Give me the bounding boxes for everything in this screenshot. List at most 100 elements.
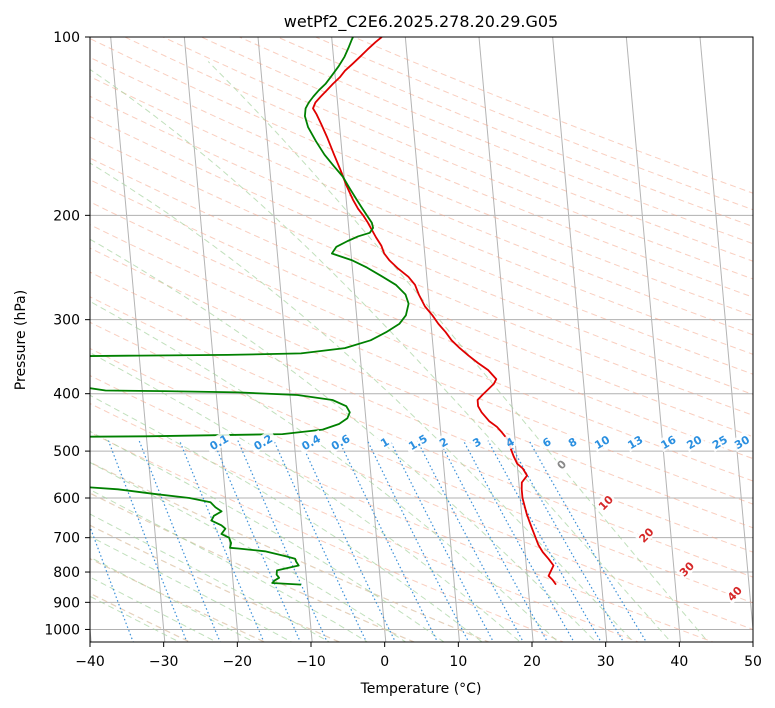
dewpoint-profile-line [90, 37, 410, 586]
y-tick-label: 1000 [44, 622, 80, 638]
mixing-ratio-label-background [435, 433, 452, 451]
mixing-ratio-line [416, 440, 524, 642]
x-tick-label: 10 [449, 654, 467, 670]
moist-adiabat [90, 595, 181, 642]
isotherm-line [625, 37, 681, 642]
x-axis-label: Temperature (°C) [360, 681, 482, 697]
y-tick-label: 600 [53, 491, 80, 507]
y-tick-label: 900 [53, 595, 80, 611]
dry-adiabat [90, 95, 753, 375]
isotherm-line [331, 37, 387, 642]
y-tick-label: 500 [53, 444, 80, 460]
dry-adiabat [123, 37, 753, 298]
dry-adiabat [314, 37, 753, 211]
mixing-ratio-line [179, 440, 265, 642]
mixing-ratio-label-group: 1 [376, 433, 393, 451]
mixing-ratio-line [212, 440, 301, 642]
x-tick-label: −20 [223, 654, 253, 670]
isotherm-line [478, 37, 534, 642]
moist-adiabat-label-background [594, 491, 617, 514]
mixing-ratio-label-background [730, 431, 753, 452]
plot-area: -100-90-80-70-60-50-40-30-20-10 01020304… [90, 37, 753, 642]
mixing-ratio-label-group: 3 [468, 433, 485, 451]
moist-adiabat-label-background [723, 582, 746, 605]
y-axis-label: Pressure (hPa) [13, 290, 29, 390]
mixing-ratio-label-background [682, 431, 706, 452]
temperature-profile-line [312, 37, 557, 586]
mixing-ratio-label-background [623, 431, 647, 452]
profile-series [90, 37, 557, 586]
mixing-ratio-label-background [564, 433, 581, 451]
mixing-ratio-label-group: 2 [435, 433, 452, 451]
y-tick-label: 200 [53, 208, 80, 224]
moist-adiabat [90, 238, 597, 642]
moist-adiabat-label-background [634, 523, 657, 546]
mixing-ratio-line [338, 440, 439, 642]
moist-adiabat [90, 352, 521, 642]
x-tick-label: −10 [296, 654, 326, 670]
y-tick-label: 700 [53, 531, 80, 547]
mixing-ratio-label-background [296, 429, 326, 454]
dry-adiabat [90, 461, 491, 642]
dry-adiabat [90, 115, 753, 396]
mixing-ratio-line [299, 440, 397, 642]
mixing-ratio-line [273, 440, 368, 642]
dry-adiabat [90, 38, 753, 317]
mixing-ratio-label-background [204, 429, 233, 454]
moist-adiabat [90, 430, 445, 642]
moist-adiabat-label-background [552, 455, 570, 473]
dry-adiabat [90, 136, 753, 416]
mixing-ratio-label-group: 6 [538, 433, 555, 451]
dry-adiabat [238, 37, 753, 245]
chart-title: wetPf2_C2E6.2025.278.20.29.G05 [284, 12, 558, 32]
moist-adiabat [90, 489, 369, 642]
dry-adiabat [90, 296, 753, 578]
moist-adiabat [90, 576, 218, 642]
moist-adiabat [90, 461, 407, 642]
isotherm-line [110, 37, 166, 642]
dry-adiabat [90, 492, 416, 642]
moist-adiabat-label-group: 0 [552, 455, 570, 473]
y-tick-label: 400 [53, 387, 80, 403]
dry-adiabat [90, 271, 753, 553]
mixing-ratio-label-background [376, 433, 393, 451]
moist-adiabat [90, 68, 672, 642]
mixing-ratio-line [138, 440, 221, 642]
x-tick-label: 50 [744, 654, 762, 670]
mixing-ratio-line [487, 440, 602, 642]
isotherm-line [699, 37, 753, 636]
dry-adiabat [90, 157, 753, 438]
mixing-ratio-line [507, 440, 625, 642]
moist-adiabat [90, 556, 255, 642]
x-tick-label: 40 [670, 654, 688, 670]
x-tick-label: 20 [523, 654, 541, 670]
mixing-ratio-label-background [248, 429, 278, 454]
mixing-ratio-line [389, 440, 495, 642]
mixing-ratio-label-background [468, 433, 485, 451]
mixing-ratio-label-background [325, 429, 355, 454]
x-tick-label: −40 [75, 654, 105, 670]
mixing-ratio-line [438, 440, 549, 642]
mixing-ratio-label-group: 4 [501, 433, 518, 451]
mixing-ratio-label-background [656, 431, 680, 452]
y-tick-label: 100 [53, 30, 80, 46]
dry-adiabat [90, 247, 753, 529]
x-axis-ticks: −40 −30 −20 −10 0 10 20 30 40 50 [75, 642, 762, 670]
y-axis-ticks: 100 200 300 400 500 600 700 800 900 1000 [44, 30, 90, 638]
plot-frame [89, 36, 754, 643]
mixing-ratio-label-background [403, 429, 432, 454]
x-tick-label: −30 [149, 654, 179, 670]
mixing-ratio-line [366, 440, 470, 642]
dry-adiabats [90, 37, 753, 642]
mixing-ratio-label-background [590, 431, 613, 452]
moist-adiabat [90, 513, 331, 642]
dry-adiabat [276, 37, 753, 228]
mixing-ratio-label-background [501, 433, 518, 451]
x-tick-label: 30 [597, 654, 615, 670]
x-tick-label: 0 [380, 654, 389, 670]
mixing-ratio-label-background [538, 433, 555, 451]
mixing-ratio-line [462, 440, 575, 642]
moist-adiabat [90, 162, 635, 642]
dry-adiabat [90, 224, 753, 505]
